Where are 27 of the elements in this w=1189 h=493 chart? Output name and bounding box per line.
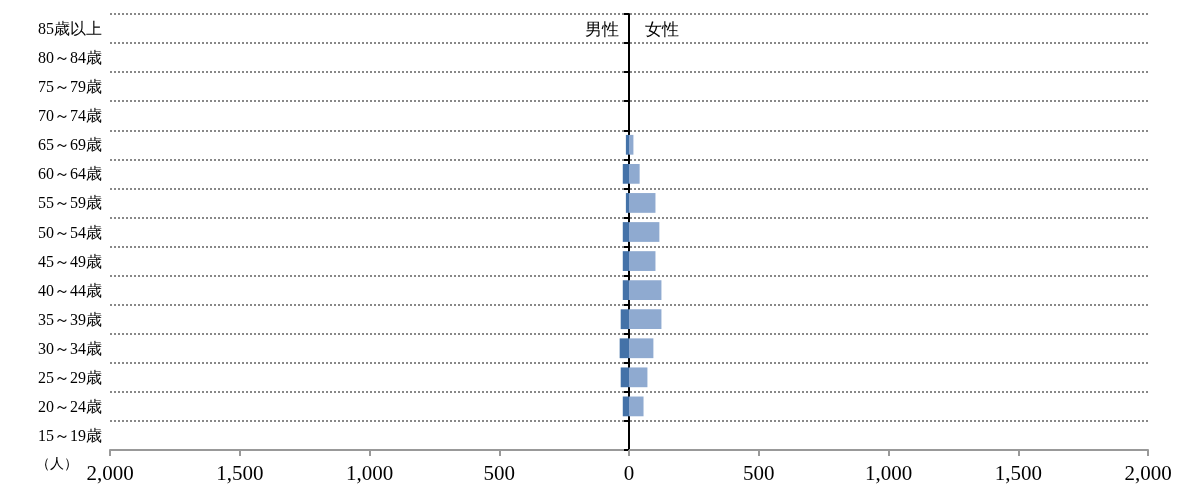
x-tick-label: 2,000 — [1124, 460, 1172, 485]
y-tick-label: 15～19歳 — [38, 426, 102, 444]
x-tick-label: 1,000 — [345, 460, 394, 485]
y-tick-label: 70～74歳 — [38, 107, 102, 125]
y-tick-label: 55～59歳 — [38, 194, 102, 212]
y-tick-label: 40～44歳 — [38, 281, 102, 299]
y-tick-label: 85歳以上 — [38, 20, 102, 38]
y-tick-label: 30～34歳 — [38, 339, 102, 357]
y-tick-label: 80～84歳 — [38, 49, 102, 67]
y-tick-label: 50～54歳 — [38, 223, 102, 241]
y-tick-label: 45～49歳 — [38, 252, 102, 270]
x-axis-title: （人） — [36, 455, 78, 471]
x-tick-label: 1,000 — [864, 460, 913, 485]
x-tick-label: 0 — [623, 460, 635, 485]
y-tick-label: 60～64歳 — [38, 165, 102, 183]
y-tick-label: 65～69歳 — [38, 136, 102, 154]
x-tick-label: 500 — [483, 460, 515, 485]
text: 男性 — [585, 18, 619, 39]
x-tick-label: 1,500 — [994, 460, 1042, 485]
y-tick-label: 75～79歳 — [38, 78, 102, 96]
y-tick-label: 25～29歳 — [38, 368, 102, 386]
text: 女性 — [645, 18, 679, 39]
x-tick-label: 2,000 — [86, 460, 134, 485]
x-tick-label: 1,500 — [216, 460, 264, 485]
x-tick-label: 500 — [743, 460, 775, 485]
y-tick-label: 20～24歳 — [38, 397, 102, 415]
y-tick-label: 35～39歳 — [38, 310, 102, 328]
